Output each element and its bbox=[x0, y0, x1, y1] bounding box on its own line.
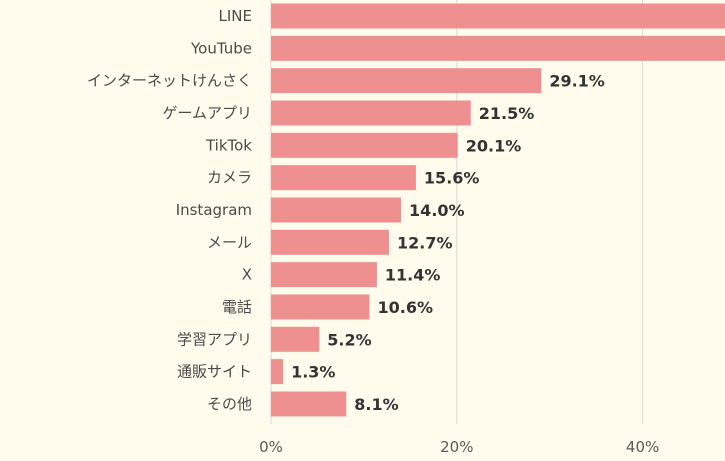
category-label-11: 通販サイト bbox=[177, 363, 252, 381]
x-tick-label-0: 0% bbox=[259, 438, 283, 456]
value-label-6: 14.0% bbox=[409, 201, 465, 220]
value-label-4: 20.1% bbox=[466, 136, 522, 155]
category-label-5: カメラ bbox=[207, 169, 252, 187]
value-label-3: 21.5% bbox=[479, 104, 535, 123]
category-label-4: TikTok bbox=[205, 136, 252, 154]
category-label-9: 電話 bbox=[222, 298, 252, 316]
bar-0 bbox=[271, 3, 725, 29]
bar-8 bbox=[271, 262, 377, 288]
value-label-12: 8.1% bbox=[354, 395, 398, 414]
value-label-7: 12.7% bbox=[397, 233, 453, 252]
category-label-7: メール bbox=[207, 233, 252, 251]
bar-4 bbox=[271, 132, 458, 158]
bar-2 bbox=[271, 68, 542, 94]
category-label-2: インターネットけんさく bbox=[87, 72, 252, 90]
bar-9 bbox=[271, 294, 370, 320]
category-label-1: YouTube bbox=[190, 39, 252, 57]
bar-5 bbox=[271, 165, 416, 191]
x-tick-label-20: 20% bbox=[440, 438, 473, 456]
bar-7 bbox=[271, 229, 389, 255]
value-label-2: 29.1% bbox=[549, 72, 605, 91]
value-label-10: 5.2% bbox=[327, 330, 371, 349]
x-tick-labels: 0%20%40%60%80% bbox=[259, 438, 659, 456]
value-labels: 69.1%58.3%29.1%21.5%20.1%15.6%14.0%12.7%… bbox=[291, 72, 605, 414]
value-label-8: 11.4% bbox=[385, 266, 441, 285]
category-label-6: Instagram bbox=[176, 201, 252, 219]
category-label-12: その他 bbox=[207, 395, 252, 413]
category-label-8: X bbox=[242, 266, 252, 284]
category-label-10: 学習アプリ bbox=[177, 330, 252, 348]
bar-6 bbox=[271, 197, 402, 223]
category-label-3: ゲームアプリ bbox=[162, 104, 252, 122]
bar-12 bbox=[271, 391, 347, 417]
value-label-9: 10.6% bbox=[377, 298, 433, 317]
bar-3 bbox=[271, 100, 471, 126]
value-label-5: 15.6% bbox=[424, 169, 480, 188]
category-label-0: LINE bbox=[219, 7, 252, 25]
bars-group bbox=[271, 3, 725, 417]
bar-1 bbox=[271, 35, 725, 61]
bar-11 bbox=[271, 359, 284, 385]
bar-10 bbox=[271, 326, 320, 352]
x-tick-label-40: 40% bbox=[626, 438, 659, 456]
value-label-11: 1.3% bbox=[291, 363, 335, 382]
